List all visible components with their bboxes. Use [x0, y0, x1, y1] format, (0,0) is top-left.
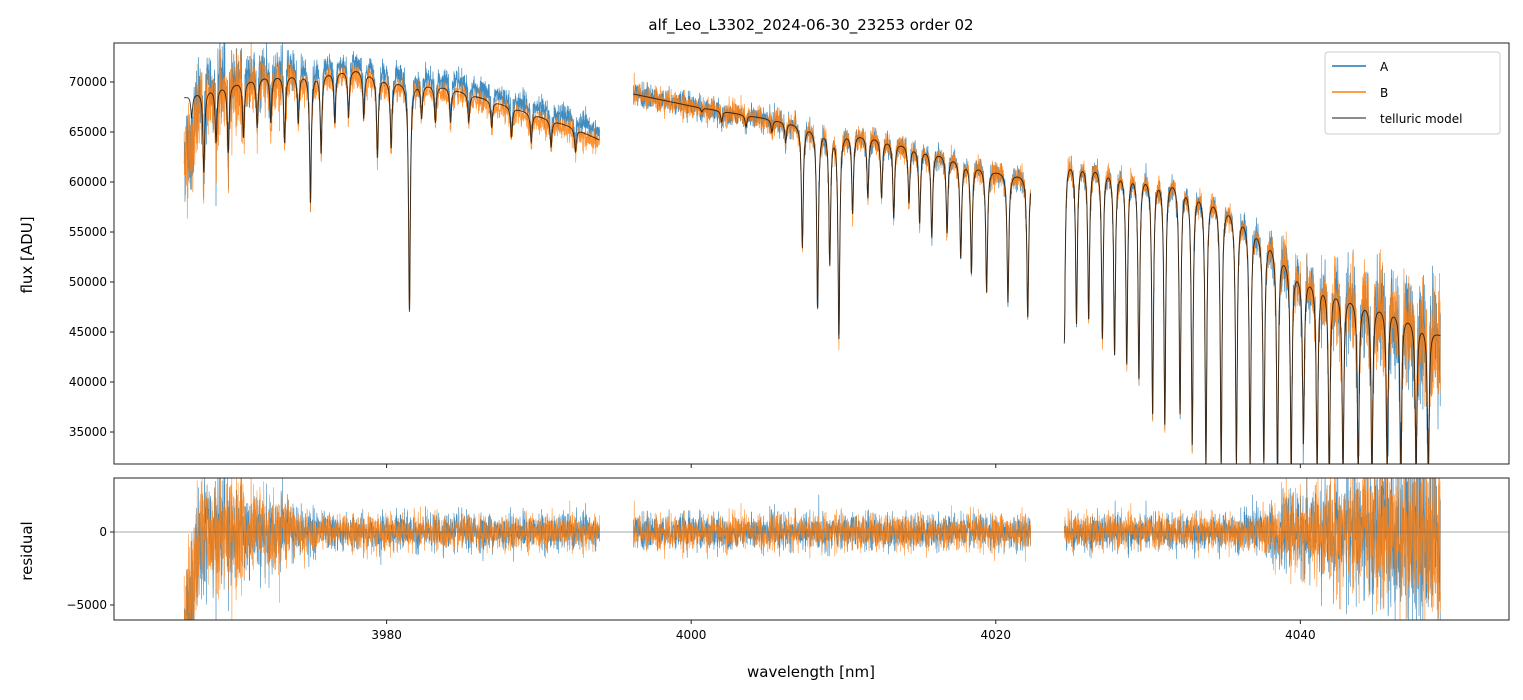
residual-y-tick-label: −5000 — [66, 598, 107, 612]
legend: A B telluric model — [1324, 51, 1501, 135]
series-a-line — [632, 81, 1031, 335]
y-tick-label: 40000 — [69, 375, 107, 389]
y-tick-label: 45000 — [69, 325, 107, 339]
legend-label-a: A — [1380, 60, 1389, 74]
residual-b-line — [1064, 478, 1441, 620]
y-tick-label: 70000 — [69, 75, 107, 89]
y-axis-label-residual: residual — [18, 521, 36, 580]
x-tick-label: 4020 — [981, 628, 1012, 642]
y-tick-label: 50000 — [69, 275, 107, 289]
series-b-line — [1063, 156, 1441, 464]
telluric-model-line — [1063, 169, 1441, 464]
series-b-line — [632, 72, 1031, 351]
y-tick-label: 65000 — [69, 125, 107, 139]
y-axis-label-flux: flux [ADU] — [18, 216, 36, 293]
series-a-line — [183, 43, 600, 303]
chart-title: alf_Leo_L3302_2024-06-30_23253 order 02 — [648, 16, 973, 35]
flux-axes-frame — [113, 42, 1510, 465]
telluric-model-line — [633, 93, 1032, 340]
x-tick-label: 4000 — [676, 628, 707, 642]
x-tick-label: 3980 — [371, 628, 402, 642]
x-tick-label: 4040 — [1285, 628, 1316, 642]
residual-plot-area — [114, 478, 1509, 620]
residual-y-tick-label: 0 — [99, 525, 107, 539]
telluric-model-line — [184, 71, 600, 312]
x-axis-label: wavelength [nm] — [747, 663, 875, 681]
residual-a-line — [184, 478, 600, 620]
y-tick-label: 55000 — [69, 225, 107, 239]
flux-plot-area — [183, 43, 1441, 464]
residual-b-line — [633, 500, 1031, 562]
legend-label-b: B — [1380, 86, 1388, 100]
y-tick-label: 35000 — [69, 425, 107, 439]
residual-b-line — [183, 478, 600, 620]
legend-label-model: telluric model — [1380, 112, 1462, 126]
y-tick-label: 60000 — [69, 175, 107, 189]
axes: 3500040000450005000055000600006500070000… — [66, 42, 1510, 642]
residual-axes-frame — [113, 477, 1510, 621]
